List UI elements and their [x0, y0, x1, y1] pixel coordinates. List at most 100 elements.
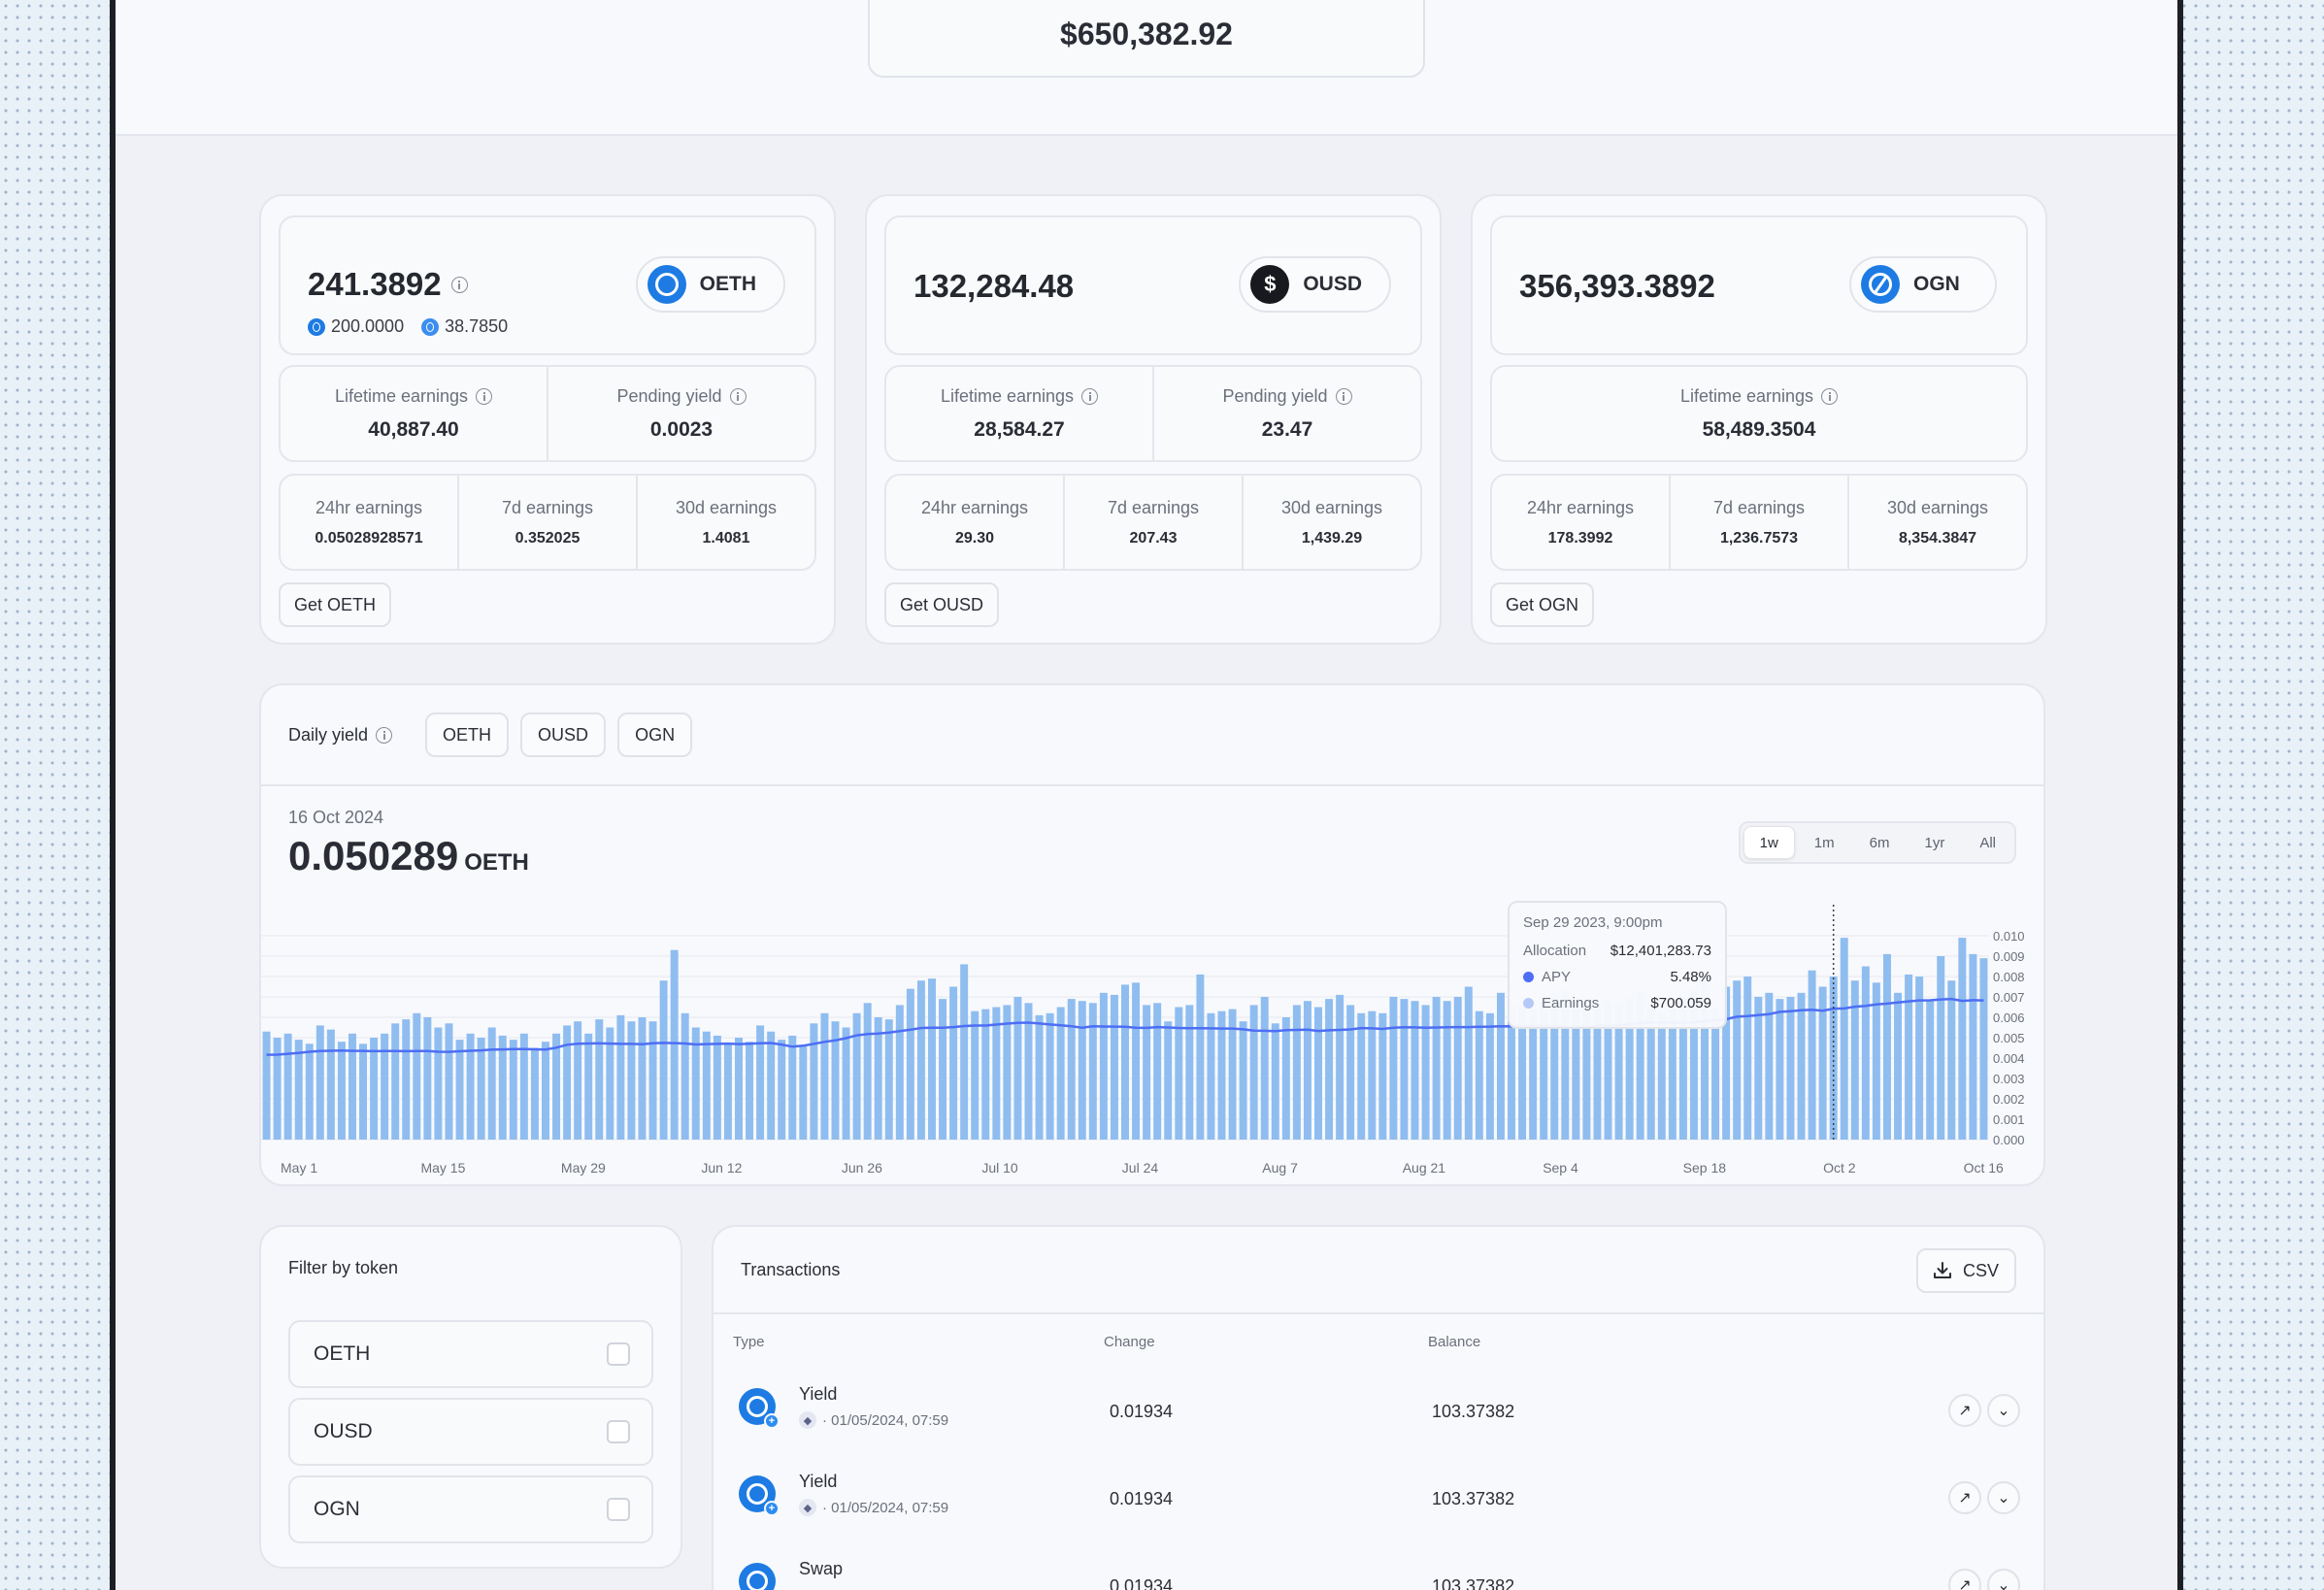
chart-bar[interactable]	[1882, 953, 1891, 1140]
chart-bar[interactable]	[1582, 1005, 1591, 1140]
chart-bar[interactable]	[1743, 977, 1752, 1140]
chart-bar[interactable]	[842, 1027, 850, 1141]
chart-bar[interactable]	[1432, 997, 1441, 1140]
chart-bar[interactable]	[1400, 999, 1409, 1140]
chart-bar[interactable]	[1336, 994, 1345, 1140]
chart-bar[interactable]	[1175, 1007, 1183, 1141]
external-link-icon[interactable]: ↗	[1948, 1481, 1981, 1514]
chart-bar[interactable]	[262, 1031, 271, 1140]
filter-oeth-button[interactable]: OETH	[425, 712, 510, 757]
chart-bar[interactable]	[606, 1027, 614, 1141]
info-icon[interactable]	[1335, 387, 1352, 405]
chart-bar[interactable]	[1217, 1010, 1226, 1140]
chart-bar[interactable]	[723, 1043, 732, 1140]
chart-bar[interactable]	[1153, 1003, 1162, 1140]
chart-bar[interactable]	[616, 1014, 625, 1140]
filter-ousd-button[interactable]: OUSD	[520, 712, 607, 757]
chart-bar[interactable]	[1829, 977, 1838, 1140]
chart-bar[interactable]	[466, 1033, 475, 1140]
range-1yr-button[interactable]: 1yr	[1924, 834, 1945, 851]
chart-bar[interactable]	[1733, 980, 1742, 1140]
chart-bar[interactable]	[767, 1031, 776, 1140]
chart-bar[interactable]	[1260, 997, 1269, 1140]
chart-bar[interactable]	[778, 1040, 786, 1140]
token-badge[interactable]: OGN	[1849, 256, 1997, 313]
chart-bar[interactable]	[670, 949, 679, 1140]
chart-bar[interactable]	[1614, 1003, 1623, 1140]
chart-bar[interactable]	[413, 1012, 421, 1140]
get-oeth-button[interactable]: Get OETH	[279, 582, 392, 627]
chart-bar[interactable]	[283, 1033, 292, 1140]
chart-bar[interactable]	[691, 1027, 700, 1141]
chart-bar[interactable]	[627, 1021, 636, 1140]
chart-bar[interactable]	[906, 988, 914, 1140]
chart-bar[interactable]	[1593, 1009, 1602, 1140]
chart-bar[interactable]	[1905, 974, 1913, 1140]
info-icon[interactable]	[1821, 387, 1839, 405]
chart-bar[interactable]	[1357, 1012, 1366, 1140]
chart-bar[interactable]	[1164, 1021, 1173, 1140]
chart-bar[interactable]	[294, 1040, 303, 1140]
chart-bar[interactable]	[1625, 997, 1634, 1140]
chart-bar[interactable]	[820, 1012, 829, 1140]
chart-bar[interactable]	[337, 1042, 346, 1140]
chart-bar[interactable]	[746, 1042, 754, 1140]
chart-bar[interactable]	[1540, 1001, 1548, 1140]
range-all-button[interactable]: All	[1979, 834, 1996, 851]
chart-bar[interactable]	[1143, 1005, 1151, 1140]
info-icon[interactable]	[376, 726, 393, 744]
chart-bar[interactable]	[1646, 1005, 1655, 1140]
chart-bar[interactable]	[1485, 1012, 1494, 1140]
chart-bar[interactable]	[595, 1019, 604, 1140]
chevron-down-icon[interactable]: ⌄	[1987, 1481, 2020, 1514]
chart-bar[interactable]	[1185, 1005, 1194, 1140]
chart-bar[interactable]	[1475, 1010, 1483, 1140]
chart-bar[interactable]	[1850, 980, 1859, 1140]
chart-bar[interactable]	[1689, 990, 1698, 1140]
chart-bar[interactable]	[1947, 980, 1956, 1140]
range-6m-button[interactable]: 6m	[1869, 834, 1890, 851]
chart-bar[interactable]	[638, 1017, 647, 1140]
range-1m-button[interactable]: 1m	[1813, 834, 1835, 851]
chart-bar[interactable]	[370, 1038, 379, 1140]
chart-bar[interactable]	[1872, 982, 1880, 1140]
chart-bar[interactable]	[992, 1007, 1001, 1141]
chart-bar[interactable]	[1496, 992, 1505, 1140]
chart-bar[interactable]	[1249, 1005, 1258, 1140]
chart-bar[interactable]	[1786, 997, 1795, 1140]
chart-bar[interactable]	[509, 1040, 517, 1140]
chart-bar[interactable]	[895, 1005, 904, 1140]
chart-bar[interactable]	[584, 1033, 593, 1140]
chart-bar[interactable]	[1529, 1009, 1538, 1140]
chevron-down-icon[interactable]: ⌄	[1987, 1394, 2020, 1427]
chart-bar[interactable]	[949, 986, 958, 1141]
chart-bar[interactable]	[1024, 1003, 1033, 1140]
chart-bar[interactable]	[960, 964, 969, 1140]
chart-bar[interactable]	[1840, 938, 1848, 1140]
chart-bar[interactable]	[1915, 977, 1924, 1140]
chart-bar[interactable]	[391, 1023, 400, 1140]
daily-yield-chart[interactable]: 0.010 0.009 0.008 0.007 0.006 0.005 0.004 0.003…	[261, 897, 2045, 1178]
chart-bar[interactable]	[1926, 1001, 1935, 1140]
chart-bar[interactable]	[1464, 986, 1473, 1141]
table-row[interactable]: + Yield ◆ · 01/05/2024, 07:59 0.01934 103…	[714, 1371, 2043, 1458]
chart-bar[interactable]	[1088, 1003, 1097, 1140]
chart-bar[interactable]	[1110, 994, 1118, 1140]
chart-bar[interactable]	[1196, 974, 1205, 1140]
chart-bar[interactable]	[1099, 992, 1108, 1140]
chart-bar[interactable]	[735, 1038, 743, 1140]
get-ogn-button[interactable]: Get OGN	[1490, 582, 1595, 627]
chart-bar[interactable]	[1818, 986, 1827, 1141]
chart-bar[interactable]	[810, 1023, 818, 1140]
chart-bar[interactable]	[659, 980, 668, 1140]
get-ousd-button[interactable]: Get OUSD	[884, 582, 1000, 627]
chart-bar[interactable]	[1003, 1005, 1012, 1140]
chart-bar[interactable]	[1325, 999, 1334, 1140]
chart-bar[interactable]	[1378, 1012, 1387, 1140]
filter-ogn-button[interactable]: OGN	[617, 712, 693, 757]
chart-bar[interactable]	[359, 1043, 368, 1140]
info-icon[interactable]	[729, 387, 747, 405]
chart-bar[interactable]	[1765, 992, 1774, 1140]
chart-bar[interactable]	[1453, 997, 1462, 1140]
filter-checkbox[interactable]	[607, 1342, 630, 1366]
